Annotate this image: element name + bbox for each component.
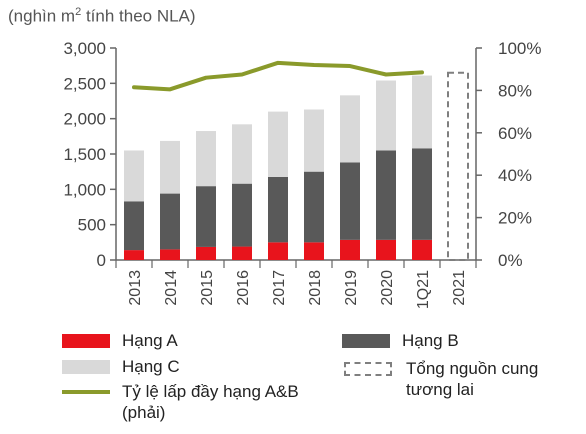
- bar-hạng-c: [124, 150, 144, 202]
- bar-hạng-b: [376, 150, 396, 240]
- x-tick-label: 2014: [163, 270, 180, 306]
- x-tick-label: 2017: [271, 270, 288, 306]
- bar-hạng-c: [232, 124, 252, 184]
- bar-hạng-c: [160, 140, 180, 194]
- y-right-tick-label: 40%: [498, 166, 532, 185]
- y-right-tick-label: 0%: [498, 251, 523, 270]
- y-right-tick-label: 60%: [498, 124, 532, 143]
- bar-hạng-b: [268, 176, 288, 243]
- bar-hạng-b: [196, 186, 216, 247]
- bar-hạng-c: [196, 131, 216, 187]
- bar-hạng-a: [304, 242, 324, 260]
- x-tick-label: 2016: [235, 270, 252, 306]
- bar-hạng-b: [412, 148, 432, 240]
- bar-hạng-c: [268, 111, 288, 177]
- bar-hạng-a: [268, 242, 288, 260]
- bar-hạng-a: [412, 239, 432, 260]
- x-tick-label: 2019: [343, 270, 360, 306]
- x-tick-label: 2021: [451, 270, 468, 306]
- bar-hạng-b: [232, 183, 252, 247]
- y-left-tick-label: 1,000: [63, 180, 106, 199]
- x-tick-label: 1Q21: [415, 270, 432, 309]
- x-tick-label: 2018: [307, 270, 324, 306]
- bar-hạng-c: [304, 109, 324, 172]
- bar-hạng-a: [124, 250, 144, 260]
- bar-future-supply: [447, 71, 469, 261]
- y-left-tick-label: 0: [97, 251, 106, 270]
- bar-hạng-c: [340, 95, 360, 163]
- y-left-tick-label: 2,000: [63, 110, 106, 129]
- bar-hạng-c: [376, 80, 396, 151]
- bar-hạng-b: [340, 162, 360, 240]
- bar-hạng-a: [196, 246, 216, 260]
- bar-hạng-a: [376, 239, 396, 260]
- bar-hạng-a: [340, 239, 360, 260]
- y-left-tick-label: 2,500: [63, 74, 106, 93]
- bar-hạng-b: [304, 171, 324, 243]
- x-tick-label: 2020: [379, 270, 396, 306]
- y-right-tick-label: 80%: [498, 81, 532, 100]
- bar-hạng-c: [412, 75, 432, 149]
- y-left-tick-label: 500: [78, 216, 106, 235]
- bar-hạng-a: [160, 249, 180, 260]
- bar-hạng-b: [160, 193, 180, 250]
- x-tick-label: 2013: [127, 270, 144, 306]
- y-left-tick-label: 3,000: [63, 39, 106, 58]
- y-right-tick-label: 100%: [498, 39, 541, 58]
- x-tick-label: 2015: [199, 270, 216, 306]
- y-right-tick-label: 20%: [498, 209, 532, 228]
- bar-hạng-b: [124, 201, 144, 251]
- y-left-tick-label: 1,500: [63, 145, 106, 164]
- bar-hạng-a: [232, 246, 252, 260]
- unit-label: (nghìn m2 tính theo NLA): [8, 6, 196, 26]
